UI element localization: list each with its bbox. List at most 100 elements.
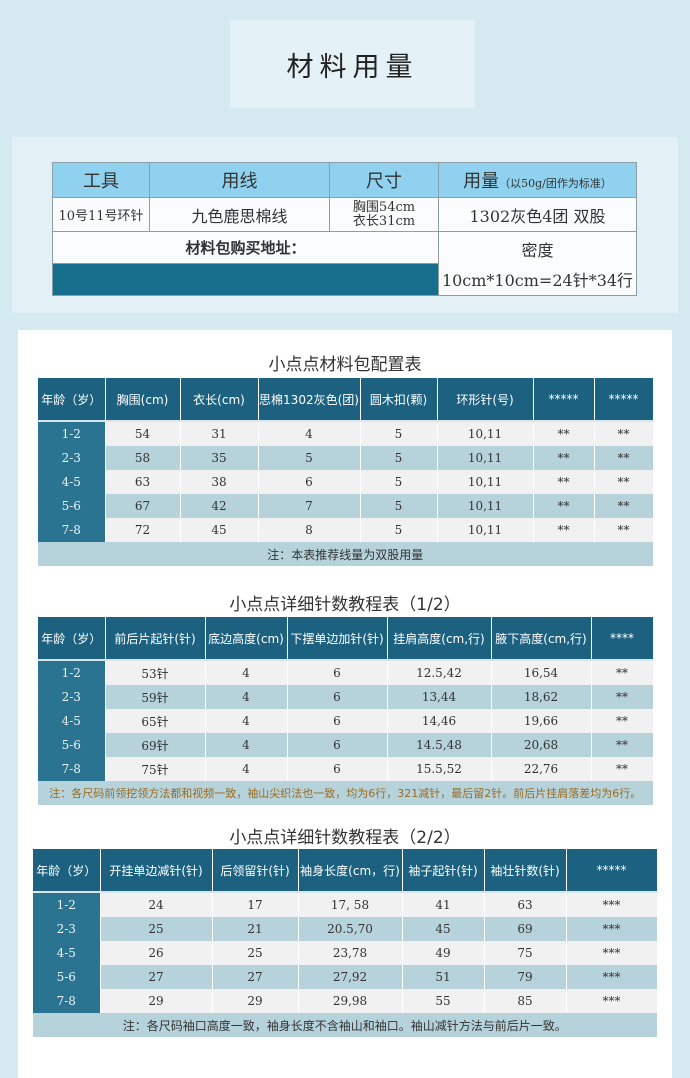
table-cell: 25 — [100, 917, 213, 941]
table-cell: 5 — [360, 421, 438, 446]
table-row: 5-6 67 42 7 5 10,11 ** ** — [38, 494, 654, 518]
table-cell: 53针 — [105, 660, 206, 685]
table-cell: 72 — [105, 518, 181, 542]
column-header: 底边高度(cm) — [205, 617, 288, 661]
table-cell: 10,11 — [437, 518, 534, 542]
column-header: 开挂单边减针(针) — [100, 849, 213, 893]
amount-label: 用量 — [463, 171, 500, 192]
table-cell: ** — [591, 685, 654, 709]
table-note: 注：各尺码前领挖领方法都和视频一致，袖山尖织法也一致，均为6行，321减针，最后… — [38, 781, 654, 805]
table-cell: 24 — [100, 892, 213, 917]
column-header: 下摆单边加针(针) — [287, 617, 388, 661]
table-row: 7-8 75针 4 6 15.5,52 22,76 ** — [38, 757, 654, 781]
column-header: **** — [591, 617, 654, 661]
table-cell: 6 — [287, 685, 388, 709]
table-cell: ** — [533, 470, 595, 494]
table-cell: 59针 — [105, 685, 206, 709]
table-cell: 6 — [287, 660, 388, 685]
age-cell: 1-2 — [38, 660, 106, 685]
table-row: 1-2 24 17 17, 58 41 63 *** — [33, 892, 658, 917]
table-cell: 13,44 — [387, 685, 492, 709]
table-row: 2-3 25 21 20.5,70 45 69 *** — [33, 917, 658, 941]
table-cell: ** — [594, 494, 654, 518]
table-cell: 10,11 — [437, 421, 534, 446]
table-cell: 10,11 — [437, 494, 534, 518]
table-cell: ** — [533, 518, 595, 542]
table-cell: 27 — [212, 965, 299, 989]
table-cell: 29,98 — [298, 989, 403, 1013]
table-row: 2-3 58 35 5 5 10,11 ** ** — [38, 446, 654, 470]
header-row: 年龄（岁） 前后片起针(针) 底边高度(cm) 下摆单边加针(针) 挂肩高度(cm,行)… — [38, 617, 654, 661]
table-cell: 69针 — [105, 733, 206, 757]
table-cell: 55 — [402, 989, 485, 1013]
note-row: 注：各尺码前领挖领方法都和视频一致，袖山尖织法也一致，均为6行，321减针，最后… — [38, 781, 654, 805]
column-header: 前后片起针(针) — [105, 617, 206, 661]
age-cell: 4-5 — [38, 470, 106, 494]
buy-address-bar — [52, 263, 439, 296]
size-value: 胸围54cm 衣长31cm — [329, 197, 439, 232]
header-amount: 用量（以50g/团作为标准） — [438, 162, 637, 198]
buy-address-label: 材料包购买地址： — [52, 231, 439, 264]
column-header: ***** — [566, 849, 658, 893]
table-cell: ** — [591, 660, 654, 685]
column-header: 圆木扣(颗) — [360, 378, 438, 422]
column-header: 挂肩高度(cm,行) — [387, 617, 492, 661]
table-cell: 27,92 — [298, 965, 403, 989]
table-cell: 23,78 — [298, 941, 403, 965]
age-cell: 5-6 — [38, 733, 106, 757]
header-row: 年龄（岁） 胸围(cm) 衣长(cm) 思棉1302灰色(团) 圆木扣(颗) 环形针(号)… — [38, 378, 654, 422]
amount-value: 1302灰色4团 双股 — [438, 197, 637, 232]
table-cell: 63 — [105, 470, 181, 494]
table-cell: 8 — [258, 518, 361, 542]
table-row: 4-5 65针 4 6 14,46 19,66 ** — [38, 709, 654, 733]
table-cell: 5 — [360, 494, 438, 518]
age-cell: 4-5 — [38, 709, 106, 733]
age-cell: 7-8 — [33, 989, 101, 1013]
table-cell: ** — [594, 421, 654, 446]
column-header: 后领留针(针) — [212, 849, 299, 893]
density-label: 密度 — [521, 240, 554, 260]
table-cell: 19,66 — [491, 709, 592, 733]
table-cell: 65针 — [105, 709, 206, 733]
table-cell: 4 — [205, 757, 288, 781]
table-cell: 25 — [212, 941, 299, 965]
table-cell: 16,54 — [491, 660, 592, 685]
column-header: ***** — [533, 378, 595, 422]
table-cell: 31 — [180, 421, 259, 446]
table-row: 4-5 26 25 23,78 49 75 *** — [33, 941, 658, 965]
table-row: 7-8 72 45 8 5 10,11 ** ** — [38, 518, 654, 542]
table-cell: 5 — [360, 518, 438, 542]
table-cell: 17, 58 — [298, 892, 403, 917]
table-cell: 41 — [402, 892, 485, 917]
size-chest: 胸围54cm — [352, 199, 416, 215]
table-cell: 5 — [360, 470, 438, 494]
table-cell: 4 — [258, 421, 361, 446]
table-cell: 6 — [287, 709, 388, 733]
table-cell: 63 — [484, 892, 567, 917]
table-cell: ** — [594, 446, 654, 470]
table-row: 5-6 69针 4 6 14.5,48 20,68 ** — [38, 733, 654, 757]
yarn-value: 九色鹿思棉线 — [149, 197, 330, 232]
note-row: 注：本表推荐线量为双股用量 — [38, 542, 654, 566]
table-cell: 75针 — [105, 757, 206, 781]
table-note: 注：各尺码袖口高度一致，袖身长度不含袖山和袖口。袖山减针方法与前后片一致。 — [33, 1013, 658, 1037]
column-header: 胸围(cm) — [105, 378, 181, 422]
column-header: 年龄（岁） — [38, 617, 106, 661]
column-header: ***** — [594, 378, 654, 422]
table-cell: ** — [591, 757, 654, 781]
table-cell: 45 — [402, 917, 485, 941]
page-title: 材料用量 — [230, 20, 475, 108]
table-cell: 14.5,48 — [387, 733, 492, 757]
table-cell: 45 — [180, 518, 259, 542]
column-header: 思棉1302灰色(团) — [258, 378, 361, 422]
table-cell: 58 — [105, 446, 181, 470]
data-table-3: 年龄（岁） 开挂单边减针(针) 后领留针(针) 袖身长度(cm，行) 袖子起针(针) 袖壮… — [33, 849, 658, 1037]
table-cell: 67 — [105, 494, 181, 518]
column-header: 袖子起针(针) — [402, 849, 485, 893]
materials-table: 工具 用线 尺寸 用量（以50g/团作为标准） 10号11号环针 九色鹿思棉线 … — [52, 162, 637, 296]
age-cell: 5-6 — [38, 494, 106, 518]
table-cell: 14,46 — [387, 709, 492, 733]
table-row: 7-8 29 29 29,98 55 85 *** — [33, 989, 658, 1013]
table-title: 小点点详细针数教程表（2/2） — [229, 828, 461, 848]
table-title: 小点点材料包配置表 — [268, 355, 422, 375]
